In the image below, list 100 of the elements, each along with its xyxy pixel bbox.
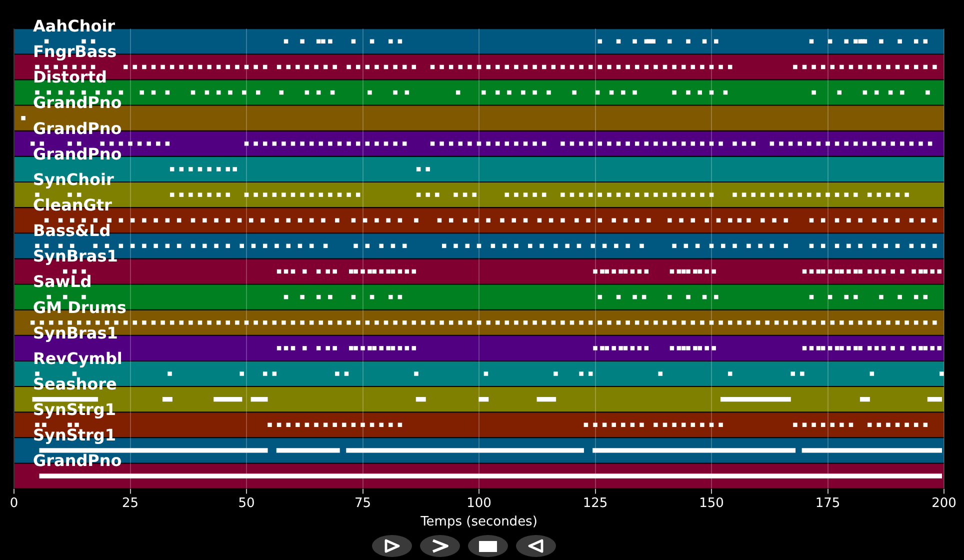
point <box>579 372 584 376</box>
point <box>626 142 630 146</box>
point <box>504 142 510 146</box>
point <box>588 372 593 376</box>
point <box>854 39 858 44</box>
bar <box>32 396 98 402</box>
point <box>346 192 351 197</box>
point <box>604 346 609 350</box>
point <box>468 64 472 70</box>
point <box>296 422 300 428</box>
point <box>328 192 332 197</box>
point <box>63 64 68 70</box>
point <box>840 320 844 325</box>
point <box>634 142 640 146</box>
point <box>202 218 207 222</box>
point <box>612 218 616 222</box>
point <box>440 142 444 146</box>
y-tick-label: SynBras1 <box>33 323 118 342</box>
point <box>35 372 40 376</box>
point <box>579 64 584 70</box>
point <box>30 142 35 146</box>
point <box>321 39 326 44</box>
point <box>262 192 268 197</box>
point <box>779 192 784 197</box>
point <box>607 64 612 70</box>
point <box>474 218 479 222</box>
point <box>354 269 358 274</box>
point <box>716 218 721 222</box>
point <box>826 192 830 197</box>
point <box>254 320 258 325</box>
point <box>332 346 337 350</box>
point <box>844 192 848 197</box>
point <box>937 269 942 274</box>
point <box>867 192 872 197</box>
point <box>154 244 158 248</box>
point <box>872 244 876 248</box>
point <box>588 142 593 146</box>
point <box>82 39 86 44</box>
point <box>146 142 151 146</box>
point <box>895 218 900 222</box>
point <box>430 142 435 146</box>
point <box>454 244 458 248</box>
point <box>616 192 621 197</box>
point <box>388 39 393 44</box>
point <box>686 39 690 44</box>
point <box>812 90 816 95</box>
point <box>360 269 365 274</box>
point <box>846 244 851 248</box>
point <box>300 294 304 300</box>
point <box>612 269 616 274</box>
point <box>798 192 802 197</box>
point <box>335 372 340 376</box>
point <box>282 192 286 197</box>
point <box>448 142 454 146</box>
bar <box>39 474 942 478</box>
point <box>890 142 895 146</box>
point <box>379 422 384 428</box>
point <box>672 64 676 70</box>
point <box>274 244 279 248</box>
point <box>426 192 430 197</box>
point <box>260 218 265 222</box>
point <box>607 142 612 146</box>
point <box>309 192 314 197</box>
point <box>500 218 504 222</box>
point <box>242 90 246 95</box>
bar <box>39 448 268 453</box>
point <box>207 64 212 70</box>
point <box>68 422 72 428</box>
point <box>165 142 170 146</box>
point <box>82 64 86 70</box>
point <box>820 218 826 222</box>
point <box>598 142 602 146</box>
point <box>898 39 902 44</box>
point <box>537 218 542 222</box>
point <box>360 346 365 350</box>
point <box>368 90 372 95</box>
point <box>374 142 379 146</box>
point <box>618 269 623 274</box>
x-tick-label: 50 <box>238 496 255 511</box>
point <box>586 218 590 222</box>
point <box>912 269 916 274</box>
point <box>816 346 821 350</box>
point <box>940 372 944 376</box>
point <box>298 218 302 222</box>
point <box>532 192 537 197</box>
point <box>709 142 714 146</box>
point <box>416 192 421 197</box>
point <box>690 218 696 222</box>
point <box>709 192 714 197</box>
point <box>904 320 909 325</box>
point <box>388 294 393 300</box>
point <box>607 192 612 197</box>
point <box>514 320 518 325</box>
point <box>76 192 82 197</box>
point <box>414 218 418 222</box>
point <box>379 269 384 274</box>
point <box>179 192 184 197</box>
point <box>844 39 848 44</box>
point <box>809 346 814 350</box>
point <box>346 64 351 70</box>
